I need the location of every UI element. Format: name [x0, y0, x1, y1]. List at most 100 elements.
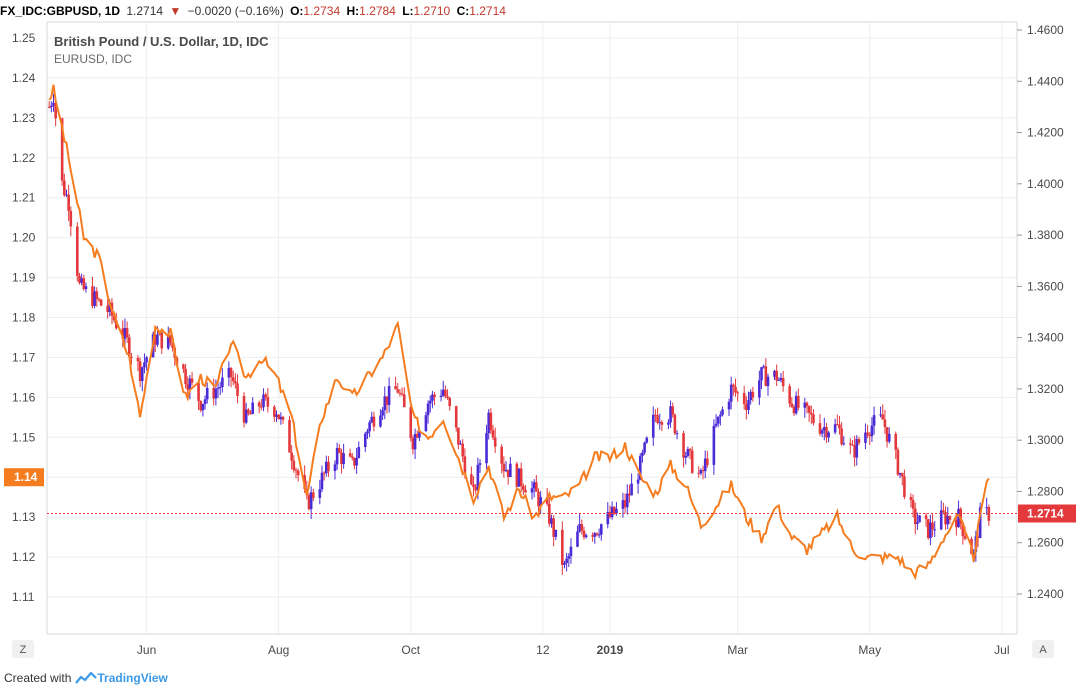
- candle-body: [561, 529, 564, 565]
- candle-body: [684, 455, 688, 458]
- candle-body: [732, 384, 735, 387]
- tradingview-logo[interactable]: TradingView: [75, 667, 168, 689]
- candle-body: [703, 458, 707, 472]
- right-axis-tick: 1.3200: [1027, 382, 1064, 396]
- candle-body: [855, 439, 859, 458]
- candle-body: [212, 387, 216, 399]
- left-current-badge: [4, 468, 44, 487]
- candle-body: [870, 425, 874, 437]
- candle-body: [810, 412, 813, 415]
- candle-body: [838, 424, 841, 429]
- candle-body: [340, 452, 343, 465]
- candle-body: [584, 535, 588, 538]
- candle-body: [658, 422, 662, 424]
- candle-body: [415, 434, 419, 438]
- candle-body: [143, 362, 146, 368]
- candle-body: [961, 523, 965, 537]
- left-axis-tick: 1.24: [12, 71, 36, 85]
- right-axis-tick: 1.2400: [1027, 587, 1064, 601]
- candle-body: [628, 493, 631, 496]
- candle-body: [381, 410, 384, 416]
- candle-body: [690, 450, 694, 473]
- symbol-name[interactable]: FX_IDC:GBPUSD, 1D: [0, 4, 121, 18]
- candle-body: [197, 382, 200, 401]
- candle-body: [745, 404, 748, 410]
- candle-body: [463, 456, 467, 475]
- candle-body: [476, 464, 480, 491]
- candle-body: [166, 335, 170, 349]
- candle-body: [318, 489, 322, 498]
- candle-body: [153, 334, 157, 345]
- candle-body: [593, 533, 597, 537]
- candle-body: [214, 388, 218, 399]
- candle-body: [279, 416, 283, 420]
- candle-body: [673, 414, 677, 434]
- candle-body: [95, 291, 99, 299]
- candle-body: [348, 453, 352, 457]
- auto-scale-button[interactable]: [1032, 640, 1054, 658]
- candle-body: [251, 402, 254, 414]
- candle-body: [688, 448, 692, 451]
- x-axis-tick: 12: [536, 643, 550, 657]
- candle-body: [825, 427, 828, 438]
- candle-body: [820, 430, 824, 434]
- candle-body: [545, 497, 549, 504]
- candle-body: [97, 298, 101, 300]
- scale-z-button[interactable]: [12, 640, 34, 658]
- candle-body: [418, 431, 421, 438]
- candle-body: [266, 397, 270, 407]
- candle-body: [444, 389, 447, 397]
- candle-body: [686, 448, 690, 456]
- candle-body: [201, 403, 205, 411]
- candle-body: [552, 518, 555, 537]
- candle-body: [355, 457, 358, 466]
- candle-body: [446, 396, 449, 398]
- candle-body: [257, 402, 261, 407]
- candle-body: [106, 305, 109, 312]
- candle-body: [758, 380, 761, 398]
- candle-body: [530, 488, 534, 493]
- right-axis-tick: 1.3600: [1027, 279, 1064, 293]
- candle-body: [701, 470, 705, 472]
- candle-body: [803, 402, 807, 408]
- candle-body: [537, 491, 540, 507]
- candle-body: [264, 394, 267, 398]
- candle-body: [569, 546, 573, 557]
- candle-body: [69, 210, 73, 227]
- candle-body: [762, 366, 765, 368]
- right-current-label: 1.2714: [1027, 507, 1064, 521]
- candle-body: [472, 484, 475, 488]
- left-axis-tick: 1.21: [12, 191, 36, 205]
- left-axis-tick: 1.23: [12, 111, 36, 125]
- candle-body: [478, 463, 482, 465]
- candle-body: [357, 446, 361, 458]
- candle-body: [933, 529, 937, 531]
- left-axis-tick: 1.22: [12, 151, 36, 165]
- footer: Created with TradingView: [4, 667, 168, 689]
- candle-body: [911, 499, 915, 509]
- candle-body: [509, 463, 512, 477]
- candle-body: [433, 394, 436, 397]
- candle-body: [916, 522, 919, 525]
- candle-body: [900, 472, 904, 477]
- candle-body: [760, 367, 763, 381]
- candle-body: [260, 406, 263, 408]
- candle-body: [262, 394, 265, 408]
- candle-body: [636, 479, 640, 484]
- candle-body: [929, 522, 932, 539]
- low-label: L:: [402, 4, 414, 18]
- right-axis-tick: 1.3800: [1027, 228, 1064, 242]
- candle-body: [894, 433, 898, 450]
- candle-body: [182, 364, 185, 369]
- candle-body: [370, 416, 374, 423]
- candle-body: [777, 380, 781, 382]
- candle-body: [125, 328, 129, 338]
- candle-body: [294, 469, 298, 471]
- left-axis-tick: 1.15: [12, 430, 36, 444]
- candle-body: [379, 415, 382, 427]
- legend-main: British Pound / U.S. Dollar, 1D, IDC: [54, 34, 269, 49]
- candle-body: [296, 470, 300, 476]
- x-axis-tick: Mar: [727, 643, 748, 657]
- candle-body: [474, 487, 478, 491]
